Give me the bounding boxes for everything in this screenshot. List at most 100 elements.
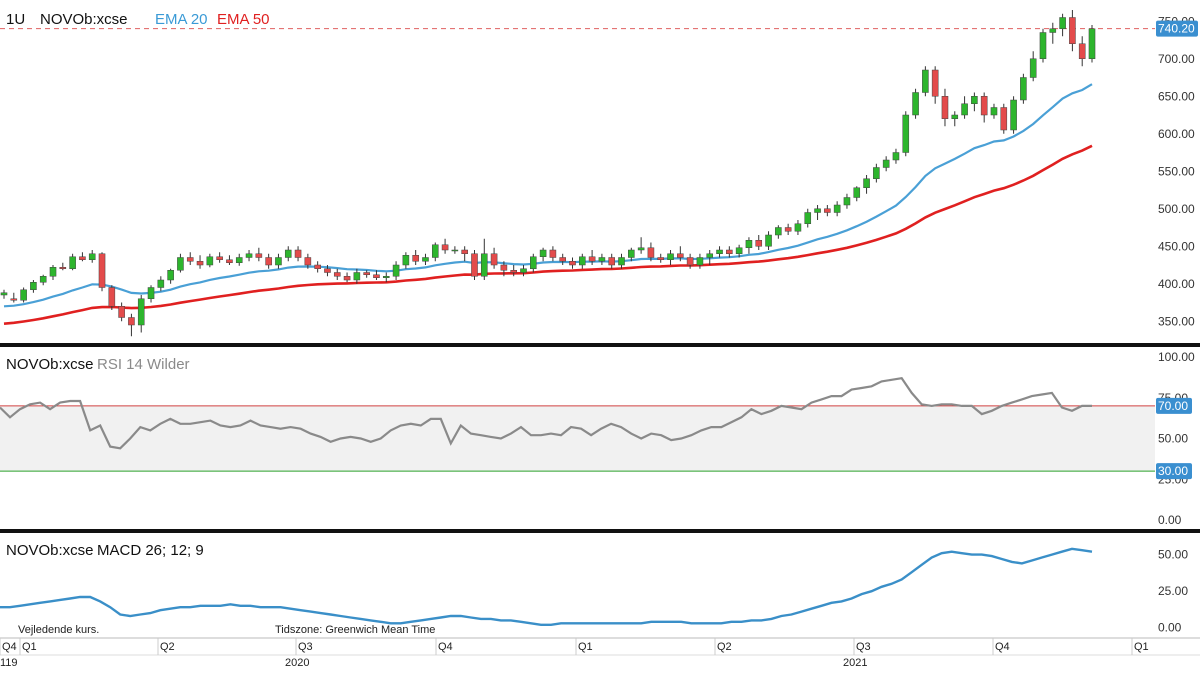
candle[interactable] <box>30 280 37 293</box>
macd-line[interactable] <box>0 547 1093 626</box>
candle[interactable] <box>804 208 812 228</box>
candle[interactable] <box>667 250 674 265</box>
candle[interactable] <box>59 262 67 271</box>
macd-panel[interactable]: 50.00 25.00 0.00 <box>0 547 1188 635</box>
candle[interactable] <box>196 255 204 269</box>
candle[interactable] <box>941 88 949 127</box>
candle[interactable] <box>530 253 537 273</box>
candle[interactable] <box>324 265 331 277</box>
candle[interactable] <box>137 295 145 333</box>
candle[interactable] <box>539 247 547 262</box>
candle[interactable] <box>392 261 400 280</box>
candle[interactable] <box>167 268 174 284</box>
candle[interactable] <box>775 225 782 239</box>
ema50-line[interactable] <box>3 144 1093 325</box>
candle[interactable] <box>431 242 439 262</box>
candle[interactable] <box>441 238 449 254</box>
candle[interactable] <box>745 237 753 254</box>
candle[interactable] <box>931 66 939 104</box>
candle[interactable] <box>412 250 419 265</box>
candle[interactable] <box>98 252 106 292</box>
rsi-indicator-label[interactable]: RSI 14 Wilder <box>97 356 190 373</box>
candle[interactable] <box>628 247 635 262</box>
candle[interactable] <box>1020 73 1027 104</box>
candle[interactable] <box>824 205 831 217</box>
candle[interactable] <box>1078 36 1086 67</box>
candle[interactable] <box>677 246 684 262</box>
candle[interactable] <box>461 246 468 262</box>
rsi-line[interactable] <box>0 377 1092 450</box>
candle[interactable] <box>1029 51 1037 82</box>
candle[interactable] <box>216 252 223 263</box>
candle[interactable] <box>588 250 596 265</box>
candle[interactable] <box>363 270 370 278</box>
candle[interactable] <box>1000 103 1008 134</box>
candle[interactable] <box>892 148 900 164</box>
candle[interactable] <box>686 253 694 269</box>
candle[interactable] <box>696 253 704 269</box>
candle[interactable] <box>657 253 665 263</box>
candle[interactable] <box>88 250 96 263</box>
candle[interactable] <box>480 238 488 280</box>
candle[interactable] <box>569 257 576 269</box>
candle[interactable] <box>618 253 625 269</box>
candle[interactable] <box>961 96 968 119</box>
candle[interactable] <box>1088 25 1096 63</box>
candle[interactable] <box>990 103 998 119</box>
candle[interactable] <box>647 242 655 262</box>
candle[interactable] <box>520 265 527 277</box>
candle[interactable] <box>814 205 821 220</box>
candle[interactable] <box>147 285 155 303</box>
candle[interactable] <box>79 252 86 262</box>
candle[interactable] <box>343 272 351 283</box>
candle[interactable] <box>69 253 76 271</box>
candle[interactable] <box>265 253 272 269</box>
candle[interactable] <box>471 250 478 280</box>
candle[interactable] <box>951 111 959 127</box>
candle[interactable] <box>353 268 361 284</box>
candle[interactable] <box>402 252 410 269</box>
candle[interactable] <box>902 111 910 157</box>
candle[interactable] <box>373 270 380 280</box>
candle[interactable] <box>755 235 763 250</box>
candle[interactable] <box>794 220 802 235</box>
candle[interactable] <box>39 274 47 286</box>
candle[interactable] <box>912 88 919 119</box>
candle[interactable] <box>294 246 302 262</box>
candle[interactable] <box>863 175 870 194</box>
candle[interactable] <box>1049 22 1057 44</box>
candle[interactable] <box>108 285 116 310</box>
candle[interactable] <box>510 265 517 277</box>
time-axis[interactable]: Q4 Q1 Q2 Q3 Q4 Q1 Q2 Q3 Q4 Q1 119 2020 2021 <box>0 637 1200 669</box>
candle[interactable] <box>637 237 645 254</box>
candle[interactable] <box>500 261 508 277</box>
candle[interactable] <box>784 223 792 235</box>
separator-price-rsi[interactable] <box>0 343 1200 347</box>
candle[interactable] <box>10 292 18 303</box>
candle[interactable] <box>245 250 253 262</box>
candle[interactable] <box>549 246 557 262</box>
candle[interactable] <box>882 156 890 172</box>
candle[interactable] <box>608 253 616 269</box>
ema50-legend[interactable]: EMA 50 <box>217 11 270 28</box>
candle[interactable] <box>833 201 841 217</box>
candle[interactable] <box>275 253 282 269</box>
candle[interactable] <box>843 193 851 209</box>
candle[interactable] <box>980 92 988 123</box>
candle[interactable] <box>706 250 714 265</box>
candle[interactable] <box>186 252 194 265</box>
interval-label[interactable]: 1U <box>6 11 25 28</box>
candle[interactable] <box>1059 13 1066 37</box>
candle[interactable] <box>255 247 263 262</box>
price-panel[interactable]: 750.00700.00650.00600.00550.00500.00450.… <box>0 10 1198 337</box>
candle[interactable] <box>304 253 312 269</box>
candle[interactable] <box>128 313 135 337</box>
candle[interactable] <box>765 231 772 250</box>
ema20-line[interactable] <box>3 83 1093 308</box>
candle[interactable] <box>1069 10 1076 52</box>
candle[interactable] <box>0 289 8 299</box>
ema20-legend[interactable]: EMA 20 <box>155 11 208 28</box>
candle[interactable] <box>726 246 733 258</box>
candle[interactable] <box>598 253 606 265</box>
